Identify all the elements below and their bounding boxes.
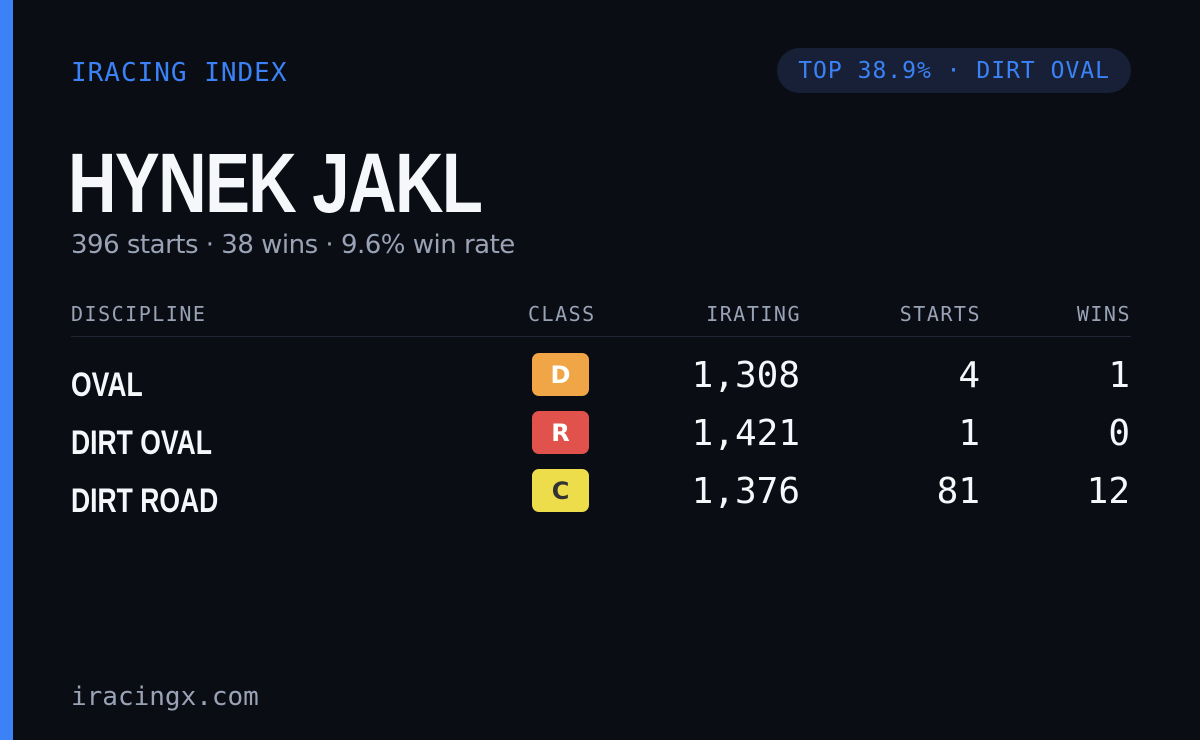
header-starts: STARTS bbox=[899, 302, 981, 326]
table-row: OVAL D 1,308 4 1 bbox=[71, 353, 1131, 411]
wins-value: 1 bbox=[1108, 355, 1130, 396]
table-row: DIRT ROAD C 1,376 81 12 bbox=[71, 469, 1131, 527]
header-wins: WINS bbox=[1076, 302, 1131, 326]
driver-summary: 396 starts · 38 wins · 9.6% win rate bbox=[71, 230, 515, 260]
footer-domain: iracingx.com bbox=[71, 682, 259, 712]
header-irating: IRATING bbox=[706, 302, 801, 326]
discipline-name: DIRT ROAD bbox=[71, 482, 219, 520]
rank-badge: TOP 38.9% · DIRT OVAL bbox=[777, 48, 1131, 93]
discipline-name: DIRT OVAL bbox=[71, 424, 212, 462]
header-discipline: DISCIPLINE bbox=[71, 302, 207, 326]
brand-title: IRACING INDEX bbox=[71, 58, 288, 88]
table-header: DISCIPLINE CLASS IRATING STARTS WINS bbox=[71, 298, 1131, 337]
irating-value: 1,376 bbox=[691, 471, 800, 512]
wins-value: 0 bbox=[1108, 413, 1130, 454]
discipline-name: OVAL bbox=[71, 366, 143, 404]
driver-name: HYNEK JAKL bbox=[68, 136, 483, 230]
table-row: DIRT OVAL R 1,421 1 0 bbox=[71, 411, 1131, 469]
class-badge: R bbox=[532, 411, 589, 454]
starts-value: 1 bbox=[958, 413, 980, 454]
starts-value: 4 bbox=[958, 355, 980, 396]
irating-value: 1,421 bbox=[691, 413, 800, 454]
header-class: CLASS bbox=[528, 302, 596, 326]
starts-value: 81 bbox=[936, 471, 980, 512]
wins-value: 12 bbox=[1086, 471, 1130, 512]
class-badge: D bbox=[532, 353, 589, 396]
class-badge: C bbox=[532, 469, 589, 512]
table-body: OVAL D 1,308 4 1 DIRT OVAL R 1,421 1 0 D… bbox=[71, 353, 1131, 527]
irating-value: 1,308 bbox=[691, 355, 800, 396]
accent-bar bbox=[0, 0, 13, 740]
discipline-table: DISCIPLINE CLASS IRATING STARTS WINS OVA… bbox=[71, 298, 1131, 527]
